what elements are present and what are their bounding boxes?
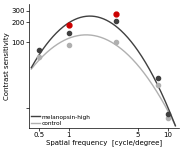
X-axis label: Spatial frequency  [cycle/degree]: Spatial frequency [cycle/degree]: [46, 139, 162, 146]
Legend: melanopsin-high, control: melanopsin-high, control: [31, 114, 90, 126]
Y-axis label: Contrast sensitivity: Contrast sensitivity: [4, 32, 10, 100]
